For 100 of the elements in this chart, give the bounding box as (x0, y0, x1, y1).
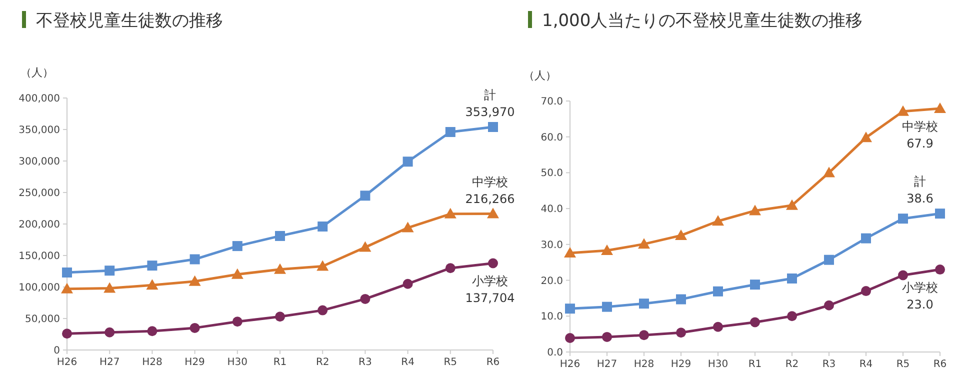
x-tick-label: R6 (486, 357, 500, 368)
point (360, 190, 370, 201)
x-tick-label: H28 (142, 357, 162, 368)
x-tick-label: R3 (358, 357, 372, 368)
x-tick-label: H28 (634, 359, 654, 370)
point (62, 268, 72, 278)
point (786, 199, 798, 210)
x-tick-label: H29 (184, 357, 205, 368)
x-tick-label: R5 (444, 357, 458, 368)
point (444, 208, 456, 218)
point (360, 294, 370, 304)
series-label: 中学校 (902, 120, 938, 134)
point (675, 229, 687, 240)
point (601, 244, 613, 256)
y-tick-label: 40.0 (540, 204, 563, 216)
point (445, 263, 456, 274)
series-label: 計 (484, 88, 496, 102)
y-tick-label: 300,000 (18, 156, 60, 168)
y-tick-label: 60.0 (540, 132, 563, 144)
y-tick-label: 0.0 (547, 348, 563, 358)
point (232, 241, 242, 252)
point (934, 102, 946, 114)
point (787, 311, 797, 322)
point (935, 264, 945, 275)
x-tick-label: R4 (401, 357, 414, 368)
x-tick-label: R1 (273, 357, 287, 368)
point (402, 222, 414, 232)
x-tick-label: R2 (316, 357, 330, 368)
series-label: 小学校 (472, 274, 508, 288)
point (602, 332, 612, 342)
point (232, 316, 242, 327)
point (676, 328, 686, 338)
data-label: 67.9 (906, 136, 934, 151)
point (147, 326, 158, 336)
x-tick-label: H26 (56, 357, 78, 368)
chart-title: 1,000人当たりの不登校児童生徒数の推移 (542, 11, 863, 31)
point (823, 166, 835, 178)
point (638, 238, 650, 249)
x-tick-label: R5 (896, 359, 910, 370)
data-label: 38.6 (906, 192, 934, 206)
point (62, 328, 72, 339)
x-tick-label: H27 (99, 357, 120, 368)
point (104, 327, 115, 338)
point (749, 204, 761, 216)
point (61, 282, 73, 294)
y-tick-label: 350,000 (18, 125, 60, 136)
point (275, 230, 285, 241)
point (639, 298, 649, 309)
y-axis-title: （人） (20, 66, 54, 79)
point (565, 304, 575, 314)
point (787, 273, 797, 284)
point (104, 282, 116, 293)
x-tick-label: H29 (670, 359, 692, 370)
point (750, 280, 760, 290)
y-tick-label: 70.0 (540, 96, 563, 108)
point (861, 286, 871, 296)
x-tick-label: R1 (748, 359, 762, 370)
point (146, 279, 158, 290)
point (445, 127, 456, 138)
point (676, 294, 686, 304)
y-tick-label: 200,000 (18, 220, 60, 230)
x-tick-label: H30 (227, 357, 248, 368)
data-label: 23.0 (906, 298, 934, 312)
data-label: 137,704 (465, 291, 515, 306)
point (565, 333, 575, 344)
point (402, 156, 413, 167)
x-tick-label: R4 (859, 359, 873, 370)
point (602, 302, 612, 312)
x-tick-label: R3 (822, 359, 836, 370)
point (861, 233, 871, 244)
point (897, 105, 909, 116)
point (860, 132, 872, 142)
point (147, 260, 158, 271)
y-tick-label: 20.0 (540, 276, 563, 287)
point (190, 322, 200, 333)
point (188, 275, 201, 286)
point (750, 317, 760, 328)
x-tick-label: H30 (708, 359, 728, 370)
point (318, 305, 328, 316)
data-label: 353,970 (465, 105, 515, 119)
y-tick-label: 100,000 (18, 282, 60, 294)
point (713, 322, 723, 332)
point (488, 122, 498, 132)
point (824, 254, 834, 265)
data-label: 216,266 (465, 192, 515, 206)
y-tick-label: 50,000 (25, 314, 60, 325)
y-tick-label: 0 (54, 346, 60, 356)
point (359, 241, 372, 252)
y-tick-label: 30.0 (540, 240, 563, 251)
point (487, 208, 499, 218)
x-tick-label: H26 (560, 359, 580, 370)
series-label: 小学校 (902, 280, 938, 295)
point (316, 260, 329, 271)
point (564, 247, 576, 258)
y-tick-label: 250,000 (18, 188, 60, 199)
point (639, 330, 649, 340)
point (713, 286, 723, 296)
point (898, 214, 908, 224)
text: 中学校 (472, 174, 508, 189)
point (898, 270, 908, 280)
